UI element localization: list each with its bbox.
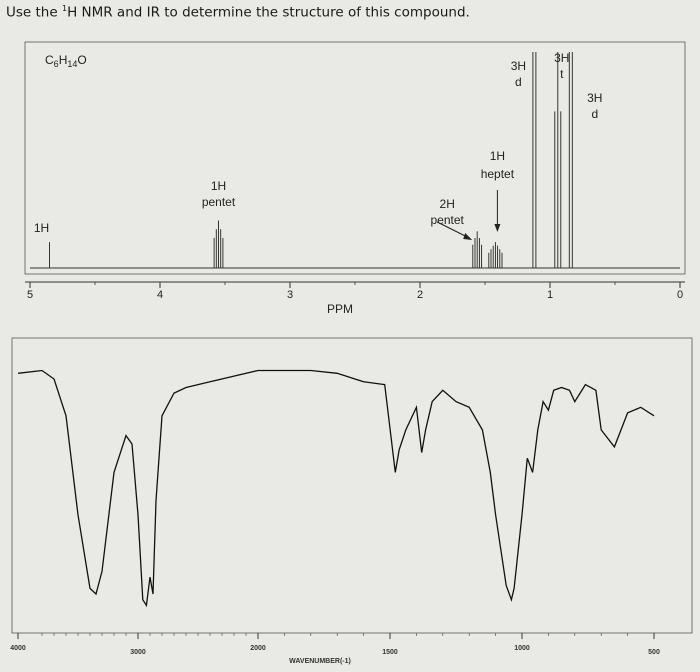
nmr-multiplicity-label: d (591, 107, 598, 121)
nmr-tick-label: 5 (27, 289, 33, 301)
nmr-peak-annotation: 3H t (554, 51, 569, 81)
nmr-xlabel: PPM (327, 302, 353, 316)
nmr-spectrum: C6H14O PPM 5 4 3 2 1 0 1H 1H pentet 2H pentet 1H he… (24, 41, 686, 316)
nmr-peak (568, 52, 573, 268)
ir-tick-label: 2000 (250, 645, 266, 652)
nmr-peak-annotation: 3H d (587, 91, 602, 121)
ir-tick-label: 4000 (10, 645, 26, 652)
nmr-multiplicity-label: pentet (431, 213, 465, 227)
nmr-integration-label: 3H (554, 51, 569, 65)
nmr-peak (472, 231, 483, 268)
nmr-integration-label: 1H (490, 149, 505, 163)
nmr-peak (213, 220, 224, 268)
ir-tick-label: 1500 (382, 649, 398, 656)
nmr-arrows (436, 190, 501, 240)
nmr-integration-label: 1H (211, 179, 226, 193)
nmr-tick-label: 0 (677, 289, 683, 301)
ir-frame (11, 337, 693, 634)
nmr-integration-label: 2H (440, 197, 455, 211)
ir-tick-label: 3000 (130, 649, 146, 656)
nmr-integration-label: 3H (511, 59, 526, 73)
nmr-peak-annotation: 2H pentet (431, 197, 465, 227)
nmr-multiplicity-label: pentet (202, 195, 236, 209)
nmr-peak-annotation: 1H (34, 221, 49, 235)
ir-trace (17, 369, 655, 608)
nmr-peak (532, 52, 537, 268)
nmr-peak (554, 52, 562, 268)
ir-tick-label: 1000 (514, 645, 530, 652)
nmr-peak-annotation: 1H pentet (202, 179, 236, 209)
nmr-peak (488, 242, 503, 268)
ir-xlabel: WAVENUMBER(-1) (289, 658, 351, 665)
nmr-frame (24, 41, 686, 275)
pentet-arrow (436, 221, 470, 239)
nmr-peak-annotation: 3H d (511, 59, 526, 89)
ir-tick-label: 500 (648, 649, 660, 656)
nmr-integration-label: 1H (34, 221, 49, 235)
pentet-arrowhead (463, 233, 473, 240)
heptet-arrowhead (494, 224, 501, 232)
nmr-integration-label: 3H (587, 91, 602, 105)
nmr-tick-label: 3 (287, 289, 293, 301)
nmr-multiplicity-label: t (560, 67, 564, 81)
nmr-tick-label: 2 (417, 289, 423, 301)
question-text: Use the 1H NMR and IR to determine the s… (6, 4, 470, 21)
nmr-tick-label: 1 (547, 289, 553, 301)
nmr-multiplicity-label: heptet (481, 167, 515, 181)
nmr-tick-label: 4 (157, 289, 163, 301)
nmr-formula: C6H14O (45, 53, 87, 69)
nmr-multiplicity-label: d (515, 75, 522, 89)
nmr-peak-annotation: 1H heptet (481, 149, 515, 181)
